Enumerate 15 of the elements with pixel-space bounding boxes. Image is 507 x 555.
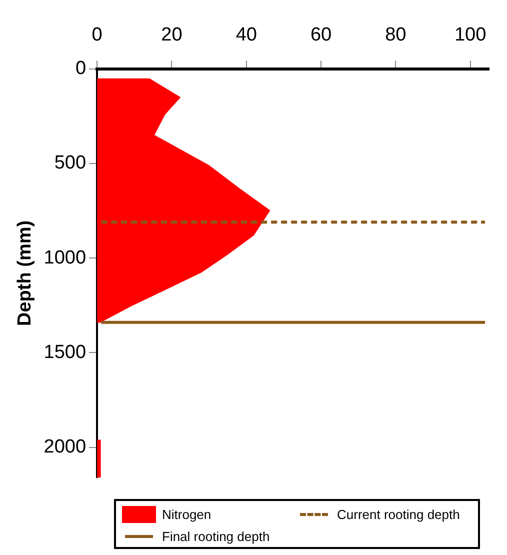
- x-tick-label: 0: [92, 24, 102, 46]
- legend-label: Nitrogen: [162, 506, 212, 522]
- x-tick-label: 100: [454, 24, 486, 46]
- x-tick-label: 20: [161, 24, 182, 46]
- x-tick-label: 80: [385, 24, 406, 46]
- legend-label: Current rooting depth: [337, 506, 460, 522]
- y-tick-label: 1000: [44, 247, 86, 268]
- y-tick-label: 1500: [44, 342, 86, 363]
- y-tick-label: 500: [54, 152, 86, 174]
- y-axis-title: Depth (mm): [14, 220, 36, 326]
- x-tick-label: 40: [236, 24, 257, 46]
- y-tick-label: 2000: [44, 436, 86, 458]
- y-tick-label: 0: [75, 58, 86, 80]
- legend-label: Final rooting depth: [162, 528, 270, 544]
- x-tick-label: 60: [310, 24, 332, 46]
